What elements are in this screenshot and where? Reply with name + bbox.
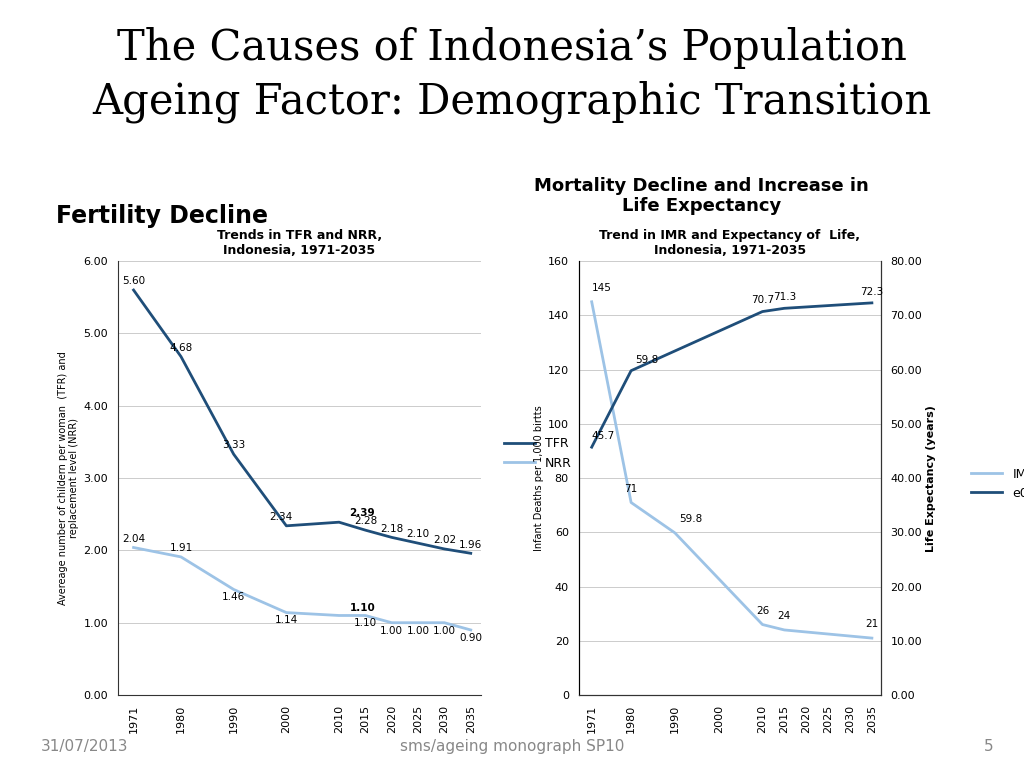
Text: 5.60: 5.60	[122, 276, 145, 286]
Text: 1.96: 1.96	[459, 539, 482, 550]
Legend: TFR, NRR: TFR, NRR	[499, 432, 577, 475]
Text: 1.91: 1.91	[169, 543, 193, 553]
Text: 145: 145	[592, 283, 611, 293]
Y-axis label: Avereage number of childern per woman  (TFR) and
replacement level (NRR): Avereage number of childern per woman (T…	[57, 351, 79, 605]
Text: 2.18: 2.18	[380, 524, 403, 534]
Legend: IMR, e0: IMR, e0	[967, 462, 1024, 505]
Text: Fertility Decline: Fertility Decline	[56, 204, 268, 227]
Text: 45.7: 45.7	[592, 431, 615, 441]
Text: The Causes of Indonesia’s Population: The Causes of Indonesia’s Population	[117, 27, 907, 69]
Text: 1.10: 1.10	[354, 618, 377, 628]
Text: 2.34: 2.34	[269, 512, 293, 522]
Text: 71.3: 71.3	[773, 292, 796, 302]
Text: 26: 26	[756, 606, 769, 616]
Title: Trends in TFR and NRR,
Indonesia, 1971-2035: Trends in TFR and NRR, Indonesia, 1971-2…	[217, 229, 382, 257]
Text: 2.04: 2.04	[122, 534, 145, 544]
Y-axis label: Infant Deaths per 1,000 birtts: Infant Deaths per 1,000 birtts	[534, 406, 544, 551]
Text: 1.00: 1.00	[433, 626, 456, 636]
Text: 1.00: 1.00	[407, 626, 429, 636]
Text: 2.10: 2.10	[407, 529, 430, 539]
Y-axis label: Life Expectancy (years): Life Expectancy (years)	[927, 405, 936, 551]
Text: 24: 24	[777, 611, 791, 621]
Text: 4.68: 4.68	[169, 343, 193, 353]
Text: 59.8: 59.8	[636, 355, 658, 365]
Text: 1.00: 1.00	[380, 626, 403, 636]
Text: 2.28: 2.28	[353, 516, 377, 526]
Text: 21: 21	[865, 619, 879, 629]
Text: 3.33: 3.33	[222, 440, 246, 450]
Text: 31/07/2013: 31/07/2013	[41, 739, 128, 754]
Text: Ageing Factor: Demographic Transition: Ageing Factor: Demographic Transition	[92, 81, 932, 123]
Text: 2.02: 2.02	[433, 535, 456, 545]
Text: 2.39: 2.39	[349, 508, 375, 518]
Text: 70.7: 70.7	[751, 296, 774, 306]
Text: 1.14: 1.14	[274, 615, 298, 625]
Text: 1.10: 1.10	[349, 603, 376, 613]
Text: 59.8: 59.8	[679, 514, 702, 524]
Text: sms/ageing monograph SP10: sms/ageing monograph SP10	[399, 739, 625, 754]
Text: 5: 5	[984, 739, 993, 754]
Text: 1.46: 1.46	[222, 592, 246, 602]
Title: Trend in IMR and Expectancy of  Life,
Indonesia, 1971-2035: Trend in IMR and Expectancy of Life, Ind…	[599, 229, 860, 257]
Text: 0.90: 0.90	[459, 633, 482, 643]
Text: Mortality Decline and Increase in
Life Expectancy: Mortality Decline and Increase in Life E…	[535, 177, 868, 216]
Text: 71: 71	[625, 484, 638, 494]
Text: 72.3: 72.3	[860, 286, 884, 296]
